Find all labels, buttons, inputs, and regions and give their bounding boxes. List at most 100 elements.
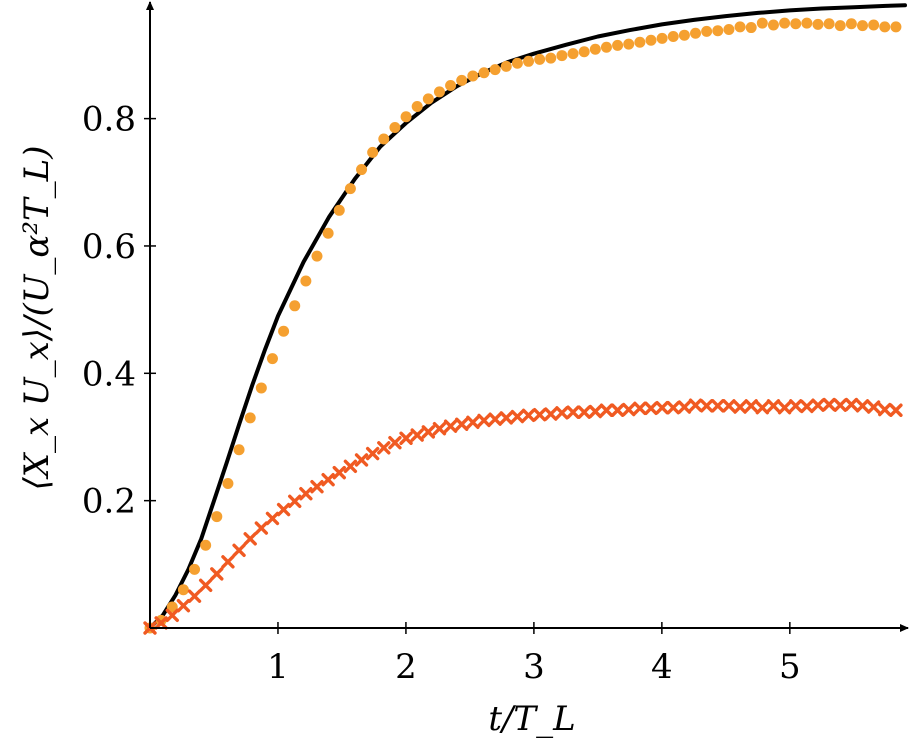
cross-point bbox=[232, 543, 246, 558]
circle-point bbox=[389, 122, 401, 134]
cross-point bbox=[577, 405, 591, 419]
cross-point bbox=[288, 494, 302, 508]
circle-point bbox=[200, 539, 212, 551]
cross-point bbox=[766, 399, 781, 413]
cross-point bbox=[354, 453, 369, 467]
circle-point bbox=[266, 353, 278, 365]
cross-point bbox=[711, 399, 725, 413]
cross-point bbox=[499, 411, 513, 425]
cross-point bbox=[443, 419, 458, 433]
circle-point bbox=[723, 23, 735, 35]
circle-point bbox=[812, 18, 824, 30]
plot-area bbox=[143, 3, 907, 635]
circle-point bbox=[189, 563, 201, 575]
y-tick-label: 0.2 bbox=[82, 482, 136, 522]
cross-point bbox=[510, 409, 525, 424]
cross-point bbox=[165, 608, 179, 622]
circle-point bbox=[433, 86, 445, 98]
circle-point bbox=[411, 101, 423, 113]
circle-point bbox=[767, 19, 779, 31]
circle-point bbox=[478, 67, 490, 79]
cross-point bbox=[521, 408, 536, 423]
circle-point bbox=[745, 22, 757, 34]
cross-point bbox=[833, 398, 847, 412]
cross-point bbox=[332, 465, 346, 480]
circle-point bbox=[367, 146, 379, 158]
circle-point bbox=[779, 17, 791, 29]
y-tick-group: 0.2 0.4 0.6 0.8 bbox=[82, 100, 156, 522]
cross-point bbox=[622, 402, 636, 417]
circle-point bbox=[578, 46, 590, 58]
circle-point bbox=[756, 17, 768, 29]
cross-point bbox=[800, 399, 814, 414]
circle-point bbox=[222, 477, 234, 489]
cross-point bbox=[276, 502, 291, 517]
circle-point bbox=[333, 204, 345, 216]
circle-point bbox=[311, 250, 323, 262]
circle-point bbox=[422, 93, 434, 105]
circle-point bbox=[177, 584, 189, 596]
circle-point bbox=[600, 41, 612, 53]
cross-point bbox=[310, 479, 324, 494]
cross-point bbox=[388, 436, 402, 450]
circle-point bbox=[511, 57, 523, 69]
x-tick-group: 1 2 3 4 5 bbox=[267, 622, 801, 687]
y-tick-label: 0.6 bbox=[82, 227, 136, 267]
circle-point bbox=[289, 300, 301, 312]
cross-point bbox=[844, 397, 859, 412]
circle-point bbox=[356, 164, 368, 176]
circle-point bbox=[667, 30, 679, 42]
circle-point bbox=[300, 275, 312, 287]
circle-point bbox=[712, 25, 724, 37]
cross-point bbox=[644, 401, 658, 416]
cross-point bbox=[699, 399, 714, 413]
cross-point bbox=[555, 406, 569, 420]
cross-point bbox=[455, 417, 469, 431]
circle-point bbox=[244, 412, 256, 424]
circle-point bbox=[255, 382, 267, 394]
cross-point bbox=[187, 589, 202, 603]
x-tick-label: 5 bbox=[779, 647, 801, 687]
circle-point bbox=[734, 21, 746, 33]
cross-point bbox=[532, 407, 547, 422]
circle-point bbox=[868, 19, 880, 31]
circle-point bbox=[456, 74, 468, 86]
circle-point bbox=[322, 227, 334, 239]
y-tick-label: 0.8 bbox=[82, 100, 136, 140]
cross-point bbox=[377, 441, 391, 455]
circle-point bbox=[155, 614, 167, 626]
circle-point bbox=[378, 133, 390, 145]
cross-point bbox=[588, 404, 603, 419]
series-line-0 bbox=[148, 3, 907, 630]
cross-point bbox=[889, 403, 903, 417]
cross-point bbox=[466, 415, 480, 430]
circle-point bbox=[166, 601, 178, 613]
circle-point bbox=[823, 18, 835, 30]
circle-point bbox=[834, 20, 846, 32]
circle-point bbox=[545, 52, 557, 64]
circle-point bbox=[879, 21, 891, 33]
circle-point bbox=[701, 25, 713, 37]
cross-point bbox=[243, 532, 257, 546]
cross-point bbox=[855, 399, 870, 413]
cross-point bbox=[210, 567, 224, 581]
circle-point bbox=[523, 55, 535, 67]
circle-point bbox=[589, 43, 601, 55]
cross-point bbox=[866, 400, 881, 414]
circle-point bbox=[623, 38, 635, 50]
circle-point bbox=[801, 17, 813, 29]
cross-point bbox=[755, 400, 770, 415]
circle-point bbox=[534, 53, 546, 65]
x-tick-label: 2 bbox=[395, 647, 417, 687]
cross-point bbox=[432, 422, 447, 436]
circle-point bbox=[344, 183, 356, 195]
circle-point bbox=[556, 50, 568, 62]
cross-point bbox=[733, 400, 747, 414]
cross-point bbox=[789, 399, 803, 413]
circle-point bbox=[845, 18, 857, 30]
cross-point bbox=[254, 521, 269, 535]
x-tick-label: 3 bbox=[523, 647, 545, 687]
circle-point bbox=[790, 18, 802, 30]
circle-point bbox=[634, 36, 646, 48]
